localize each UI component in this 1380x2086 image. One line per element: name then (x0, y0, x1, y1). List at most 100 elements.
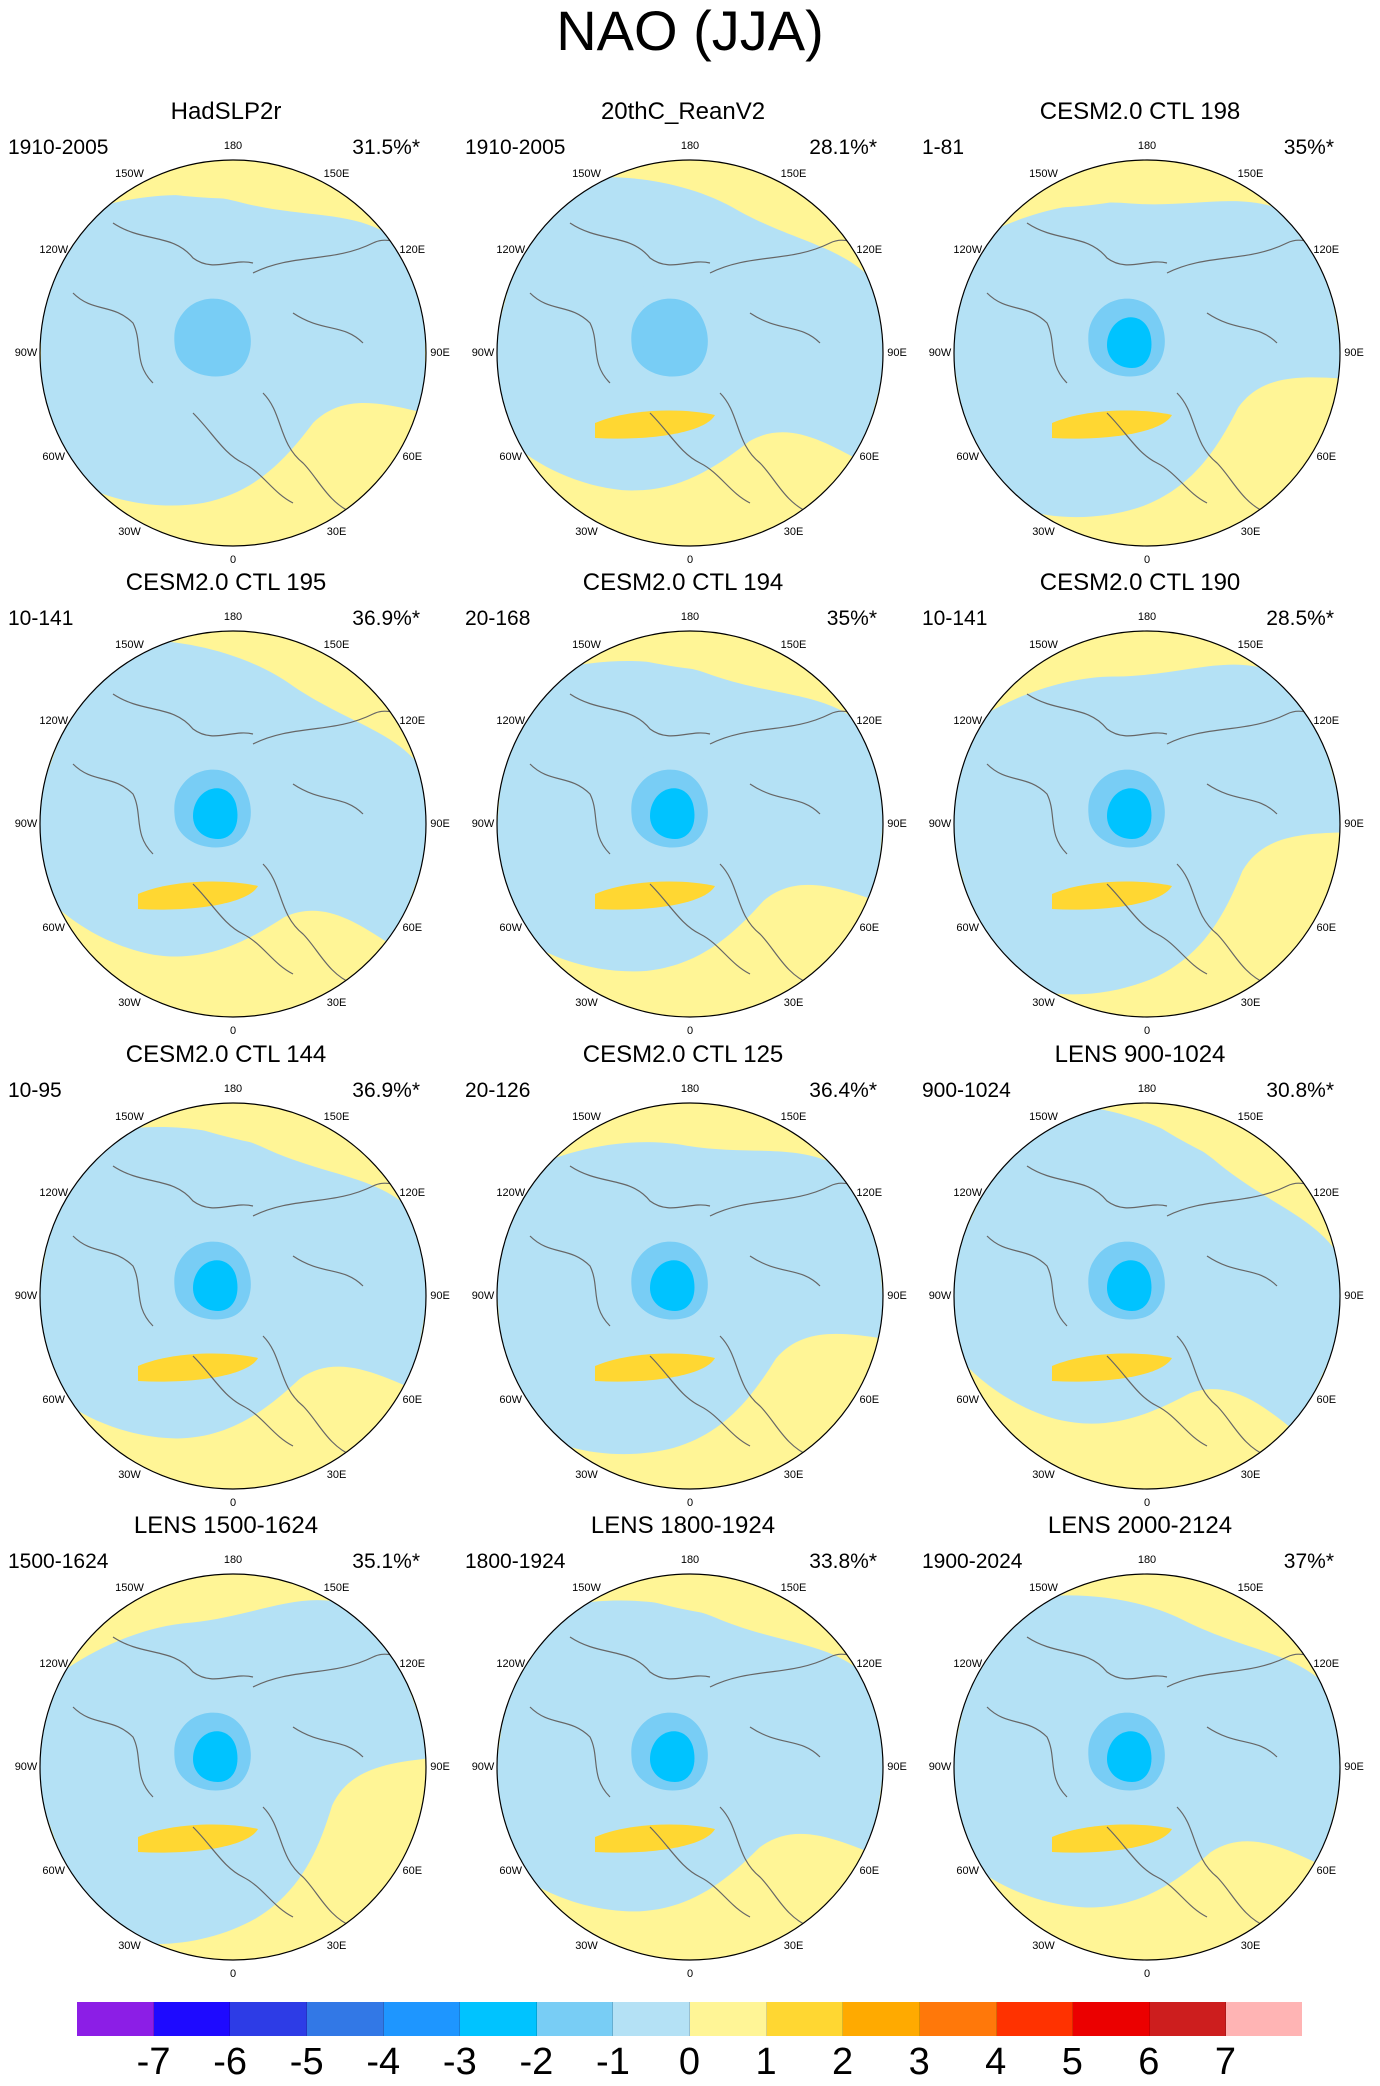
panel-explained-variance: 28.1%* (809, 136, 877, 159)
longitude-label: 90W (928, 1290, 952, 1302)
longitude-label: 120W (496, 714, 526, 727)
colorbar-swatch (77, 2002, 154, 2036)
longitude-label: 150E (780, 167, 807, 180)
longitude-label: 120W (39, 243, 69, 256)
coastline (649, 1826, 751, 1918)
panel-explained-variance: 30.8%* (1266, 1079, 1334, 1102)
longitude-label: 60W (956, 1864, 980, 1877)
longitude-label: 30E (1240, 1469, 1261, 1482)
panel-title: CESM2.0 CTL 125 (582, 1041, 784, 1068)
map-panel: CESM2.0 CTL 190 10-141 28.5%* 180 150E 120E 90… (914, 568, 1366, 1037)
polar-map (496, 1102, 884, 1490)
map-boundary (39, 630, 427, 1018)
panel-explained-variance: 37%* (1283, 1550, 1334, 1573)
longitude-label: 150W (115, 1110, 144, 1123)
coastline (569, 1165, 711, 1209)
coastline (292, 312, 364, 344)
coastline (529, 1706, 611, 1798)
longitude-label: 90E (430, 1761, 450, 1773)
colorbar-tick-label: -6 (213, 2041, 248, 2083)
longitude-label: 30E (326, 997, 347, 1010)
longitude-label: 180 (680, 611, 700, 623)
longitude-label: 120E (856, 1657, 883, 1670)
contour-fill-positive-1-2 (1052, 881, 1172, 910)
polar-map (39, 159, 427, 547)
coastline (292, 783, 364, 815)
panel-period: 20-168 (465, 607, 531, 630)
longitude-label: 0 (1143, 1968, 1151, 1980)
panel-period: 1500-1624 (8, 1550, 109, 1573)
panel-period: 1900-2024 (922, 1550, 1023, 1573)
longitude-label: 180 (223, 1554, 243, 1566)
map-boundary (953, 1102, 1341, 1490)
longitude-label: 60W (956, 1393, 980, 1406)
colorbar (77, 2002, 1302, 2036)
map-boundary (953, 630, 1341, 1018)
coastline (1106, 412, 1208, 504)
coastline (1176, 1335, 1268, 1457)
colorbar-tick-label: -1 (596, 2041, 630, 2083)
polar-map (39, 1102, 427, 1490)
longitude-label: 150E (323, 1110, 350, 1123)
coastline (1106, 1826, 1208, 1918)
polar-map (39, 1573, 427, 1961)
longitude-label: 120E (399, 1186, 426, 1199)
panel-explained-variance: 35.1%* (352, 1550, 420, 1573)
panel-title: CESM2.0 CTL 195 (125, 569, 327, 596)
longitude-label: 30E (326, 1469, 347, 1482)
longitude-label: 30E (783, 1940, 804, 1953)
coastline (529, 1235, 611, 1327)
longitude-label: 150E (1237, 1581, 1264, 1594)
coastline (1106, 883, 1208, 975)
coastline (719, 392, 811, 514)
panel-period: 1910-2005 (465, 136, 566, 159)
longitude-label: 120W (39, 714, 69, 727)
polar-map (953, 1102, 1341, 1490)
panel-title: CESM2.0 CTL 198 (1039, 98, 1241, 125)
colorbar-swatch (996, 2002, 1074, 2036)
longitude-label: 90W (14, 1761, 38, 1773)
colorbar-swatch (613, 2002, 690, 2036)
panel-period: 10-141 (8, 607, 74, 630)
coastline (719, 1335, 811, 1457)
coastline (1026, 693, 1168, 737)
coastline (1206, 783, 1278, 815)
longitude-label: 0 (229, 1025, 237, 1037)
longitude-label: 180 (223, 140, 243, 152)
longitude-label: 30W (118, 1469, 141, 1482)
colorbar-swatch (690, 2002, 767, 2036)
panel-explained-variance: 35%* (1283, 136, 1334, 159)
longitude-label: 0 (229, 1968, 237, 1980)
coastline (1026, 1165, 1168, 1209)
polar-map (496, 159, 884, 547)
longitude-label: 150W (115, 1581, 144, 1594)
longitude-label: 120E (1313, 714, 1340, 727)
longitude-label: 120W (953, 1186, 983, 1199)
contour-fill-negative-2-3 (1107, 1260, 1152, 1311)
longitude-label: 120W (953, 243, 983, 256)
coastline (1026, 1636, 1168, 1680)
coastline (1176, 392, 1268, 514)
coastline (986, 763, 1068, 855)
longitude-label: 60E (402, 450, 423, 463)
longitude-label: 60W (499, 1864, 523, 1877)
contour-fill-negative-1-2 (631, 298, 708, 377)
longitude-label: 90E (1344, 1290, 1364, 1302)
longitude-label: 150E (780, 638, 807, 651)
contour-fill-positive-1-2 (138, 1353, 258, 1382)
longitude-label: 60W (956, 921, 980, 934)
coastline (72, 1235, 154, 1327)
longitude-label: 120W (39, 1657, 69, 1670)
colorbar-tick-label: 0 (678, 2041, 701, 2083)
longitude-label: 90W (471, 1290, 495, 1302)
longitude-label: 90W (14, 1290, 38, 1302)
map-boundary (953, 1573, 1341, 1961)
polar-map (953, 630, 1341, 1018)
longitude-label: 120W (496, 1657, 526, 1670)
longitude-label: 150E (780, 1110, 807, 1123)
polar-map (953, 159, 1341, 547)
coastline (649, 412, 751, 504)
coastline (112, 222, 254, 266)
longitude-label: 120E (1313, 1186, 1340, 1199)
coastline (1026, 222, 1168, 266)
